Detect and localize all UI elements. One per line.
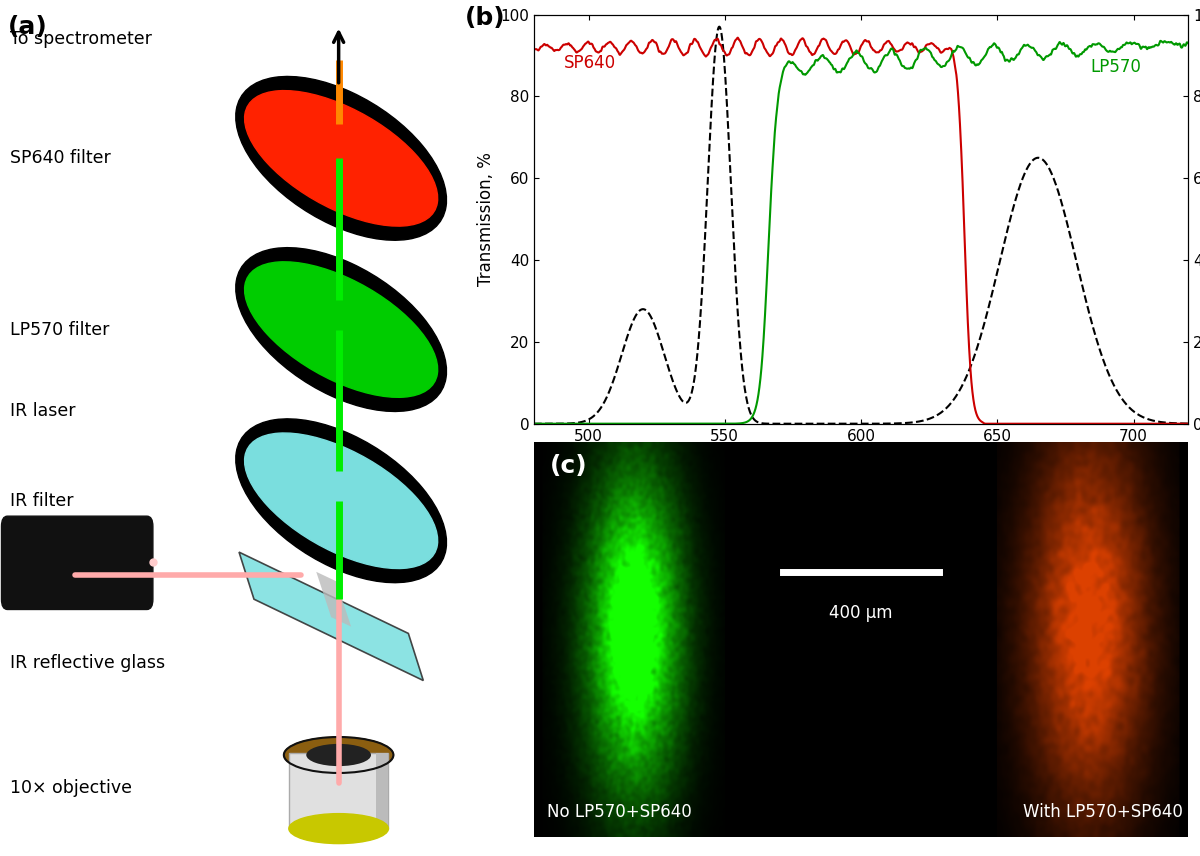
Ellipse shape [245,91,438,226]
Text: LP570: LP570 [1090,58,1141,76]
Text: (a): (a) [7,15,47,39]
Ellipse shape [284,737,394,773]
Ellipse shape [245,262,438,397]
Bar [376,753,389,829]
Text: With LP570+SP640: With LP570+SP640 [1024,803,1183,822]
Text: SP640: SP640 [564,54,616,72]
X-axis label: Wavelength, nm: Wavelength, nm [793,449,929,467]
Bar [289,753,389,829]
Text: No LP570+SP640: No LP570+SP640 [547,803,691,822]
Text: 10× objective: 10× objective [10,778,132,797]
Ellipse shape [235,419,446,583]
Ellipse shape [235,76,446,241]
Text: IR laser: IR laser [10,401,76,420]
Text: SP640 filter: SP640 filter [10,149,110,168]
Ellipse shape [289,813,389,844]
Y-axis label: Transmission, %: Transmission, % [476,152,494,286]
Text: IR filter: IR filter [10,491,73,510]
Text: LP570 filter: LP570 filter [10,320,109,339]
Polygon shape [317,572,352,627]
Text: To spectrometer: To spectrometer [10,29,152,48]
FancyBboxPatch shape [1,516,152,609]
Text: IR reflective glass: IR reflective glass [10,654,166,673]
Ellipse shape [235,247,446,412]
Ellipse shape [306,744,371,766]
Text: (c): (c) [551,454,588,478]
Ellipse shape [245,433,438,568]
Text: 400 μm: 400 μm [829,603,893,621]
Polygon shape [239,552,424,681]
Text: (b): (b) [466,6,506,30]
